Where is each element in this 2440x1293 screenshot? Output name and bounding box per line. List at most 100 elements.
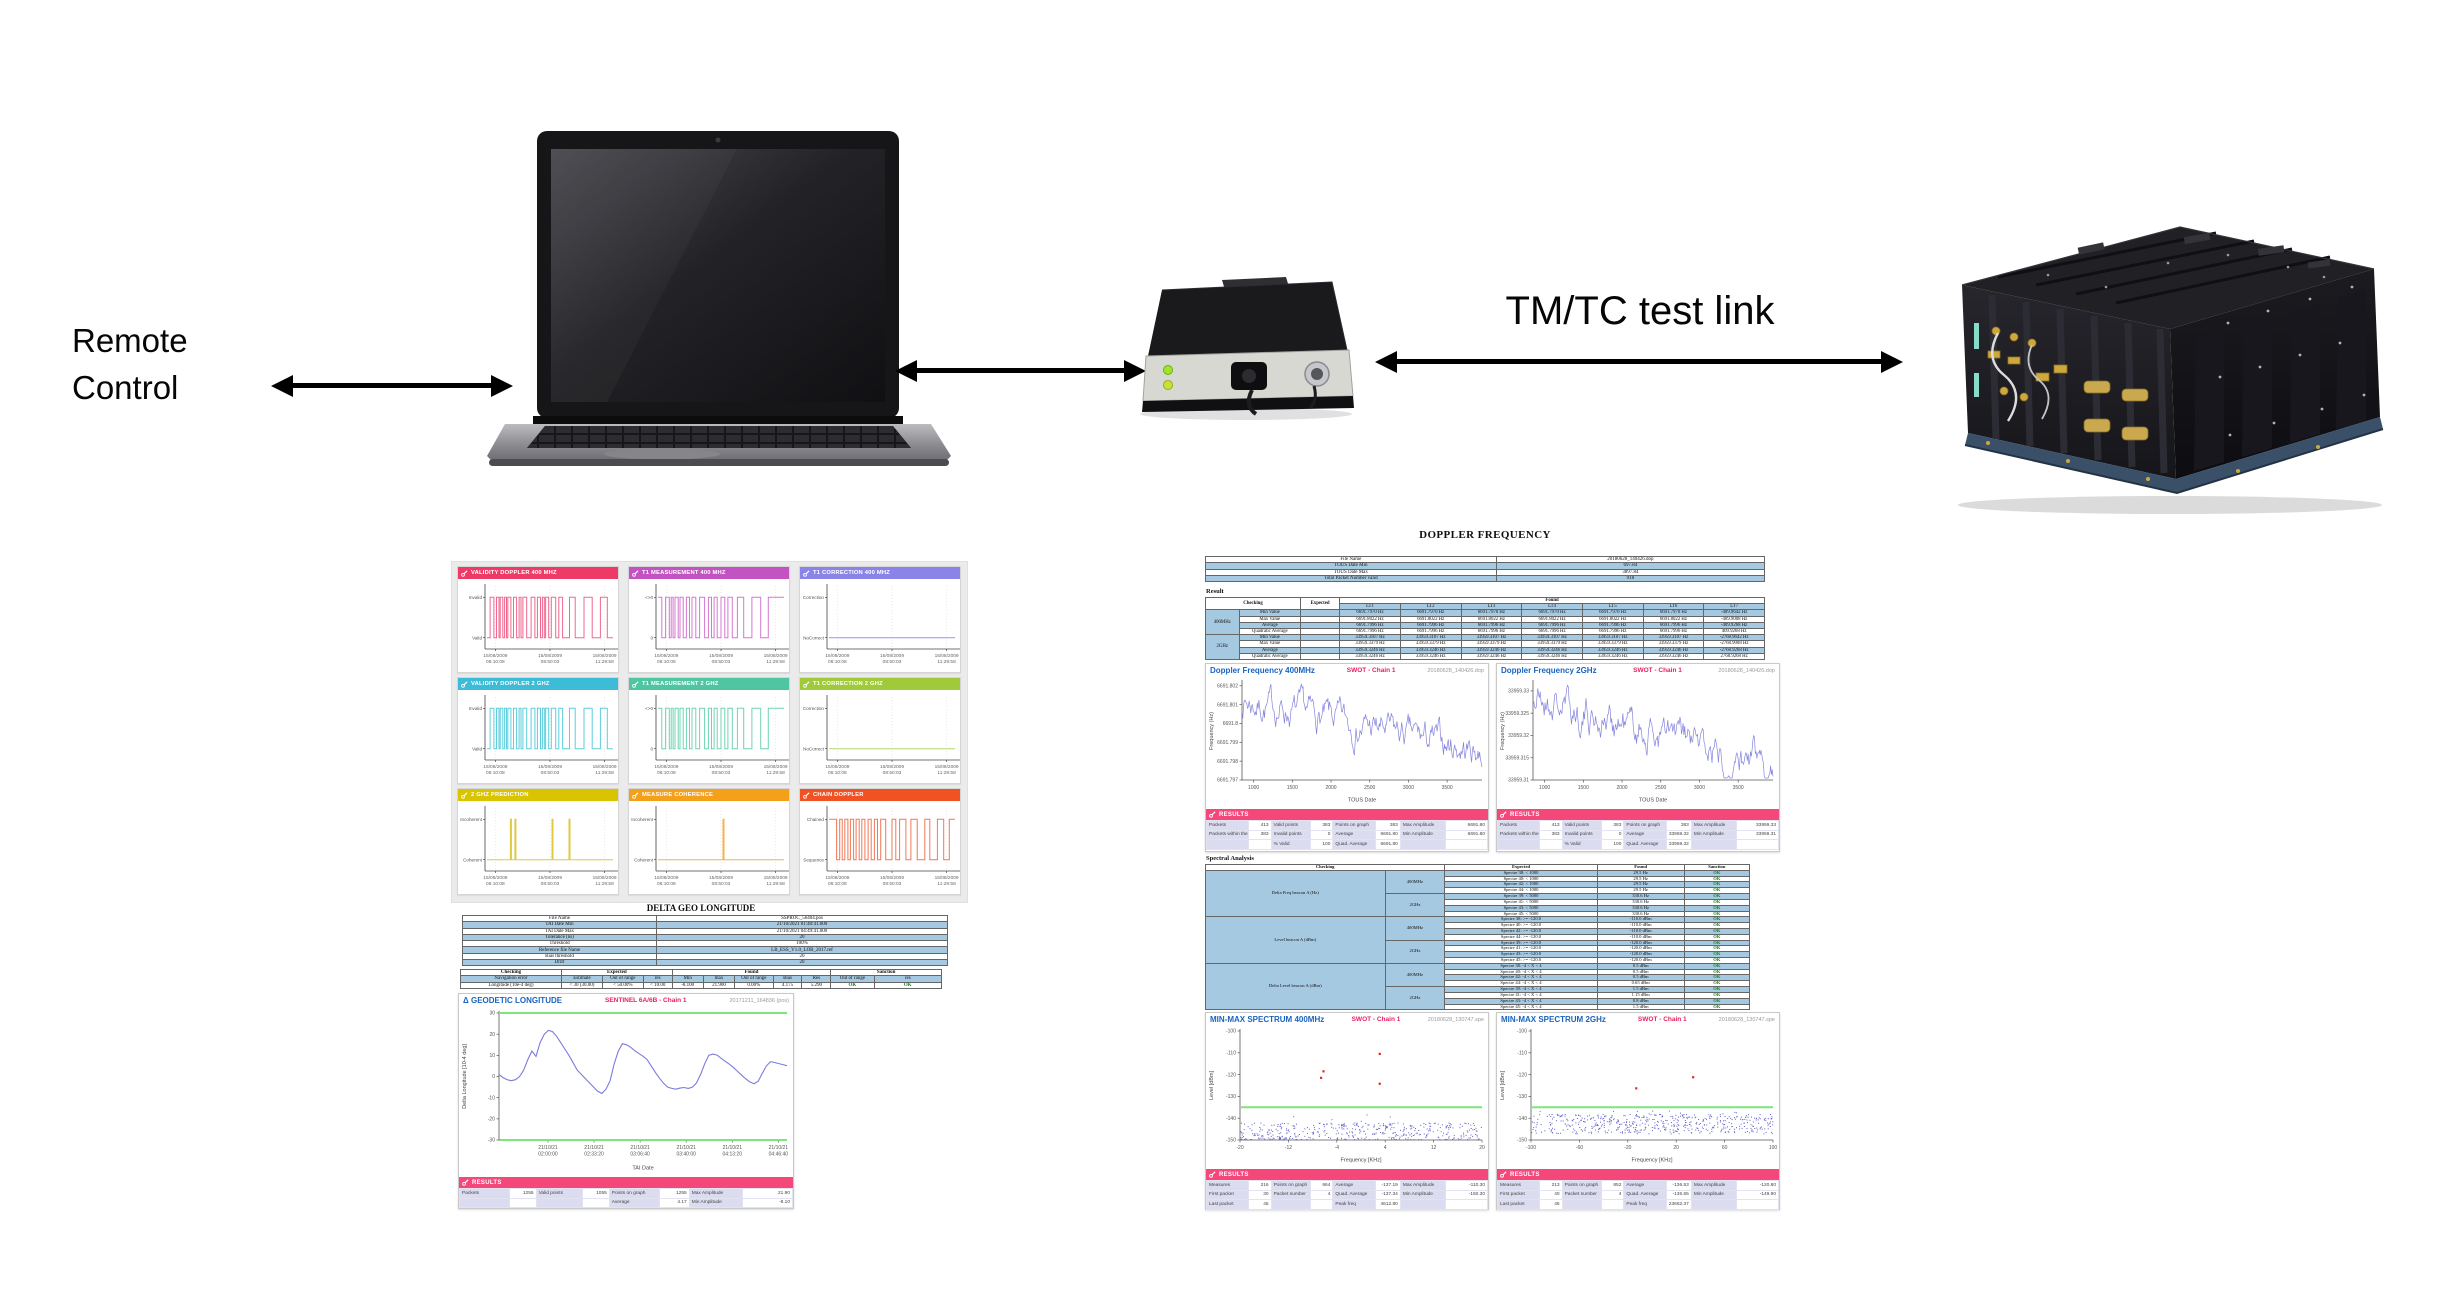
table-row: Spectre 45: -4 < X < 4 1.5 dBm OK — [1206, 1003, 1751, 1011]
svg-text:100: 100 — [1769, 1145, 1778, 1151]
panel-subtitle: SWOT - Chain 1 — [1346, 667, 1396, 674]
svg-text:02:00:00: 02:00:00 — [538, 1152, 558, 1158]
panel-header: Doppler Frequency 2GHz SWOT - Chain 1 2018… — [1497, 664, 1779, 677]
svg-text:11:29:58: 11:29:58 — [595, 659, 614, 665]
svg-text:-150: -150 — [1517, 1138, 1527, 1144]
mini-chart-plot: CorrectionNoCorrect15/08/200906:10:0815/… — [803, 584, 960, 665]
table-row: 2GHz Min Value 33959.3107 Hz 33959.3107 Hz 3… — [1205, 634, 1765, 660]
results-bar: RESULTS — [459, 1177, 793, 1188]
panel-chart: 33959.33 33959.325 33959.32 33959.315 33959.… — [1500, 680, 1774, 804]
stats-row: Packets 1255 Valid points 1055 Points on gra… — [459, 1188, 794, 1199]
tools-icon — [632, 680, 639, 688]
arrow-laptop-to-modem — [895, 359, 1146, 382]
stats-row: % Valid 100 Quad. Average 6691.80 — [1205, 839, 1489, 850]
svg-text:-20: -20 — [1236, 1145, 1243, 1151]
svg-text:15/08/2009: 15/08/2009 — [538, 764, 562, 770]
svg-text:06:10:08: 06:10:08 — [828, 770, 847, 776]
panel-title: Doppler Frequency 400MHz — [1210, 666, 1315, 675]
svg-text:Correction: Correction — [803, 706, 825, 711]
svg-text:15/08/2009: 15/08/2009 — [709, 653, 733, 659]
svg-text:11:29:58: 11:29:58 — [766, 659, 785, 665]
svg-text:-12: -12 — [1285, 1145, 1292, 1151]
mini-chart-plot: CorrectionNoCorrect15/08/200906:10:0815/… — [803, 695, 960, 776]
doppler-table: Checking Expected Found LT1 LT2 LT3 LT4 LT5 LT6 L… — [1204, 596, 1765, 660]
mini-chart-title: T1 CORRECTION 2 GHZ — [813, 681, 883, 687]
svg-text:Frequency [KHz]: Frequency [KHz] — [1341, 1158, 1382, 1164]
results-label: RESULTS — [1219, 1171, 1249, 1178]
arrowhead-right-icon — [1881, 350, 1903, 373]
svg-text:-100: -100 — [1517, 1029, 1527, 1035]
svg-text:15/08/2009: 15/08/2009 — [593, 764, 617, 770]
svg-text:0: 0 — [492, 1074, 495, 1080]
stats-row: Packets 413 Valid points 383 Points on graph… — [1496, 820, 1780, 831]
svg-text:Frequency (Hz): Frequency (Hz) — [1209, 712, 1215, 750]
mini-chart-title: VALIDITY DOPPLER 400 MHZ — [471, 570, 557, 576]
panel-header: MIN-MAX SPECTRUM 2GHz SWOT - Chain 1 20180… — [1497, 1013, 1779, 1026]
svg-text:Coherent: Coherent — [463, 857, 483, 862]
svg-text:1500: 1500 — [1287, 785, 1298, 791]
mini-chart-plot: InvalidValid15/08/200906:10:0815/08/2009… — [469, 695, 618, 776]
arrowhead-left-icon — [271, 374, 293, 397]
svg-text:06:10:08: 06:10:08 — [828, 881, 847, 887]
svg-text:0: 0 — [650, 746, 653, 751]
panel-title: MIN-MAX SPECTRUM 2GHz — [1501, 1015, 1606, 1024]
svg-text:15/08/2009: 15/08/2009 — [825, 653, 849, 659]
svg-text:6691.798: 6691.798 — [1217, 759, 1238, 765]
instrument-unit-image — [1928, 205, 2400, 530]
tools-icon — [632, 791, 639, 799]
stats-row: Packets within the LT383Invalid points0A… — [1205, 829, 1489, 840]
results-bar: RESULTS — [1497, 1169, 1779, 1180]
svg-text:15/08/2009: 15/08/2009 — [593, 875, 617, 881]
svg-text:Chained: Chained — [807, 817, 825, 822]
stats-row: Packets within the LT383Invalid points0A… — [1496, 829, 1780, 840]
stats-row: First packet 30 Packet number 4 Quad. Averag… — [1205, 1189, 1489, 1200]
table-row: 2GHz Spectre 39: -4 < X < 4 1.5 dBm OK — [1206, 986, 1751, 1011]
table-row: Total Packet Number valid 918 — [1205, 574, 1766, 583]
svg-text:-140: -140 — [1226, 1116, 1236, 1122]
svg-text:1500: 1500 — [1578, 785, 1589, 791]
svg-text:08:50:03: 08:50:03 — [883, 659, 902, 665]
svg-text:Valid: Valid — [472, 635, 482, 640]
table-row: Quadratic Average 33959.3246 Hz 33959.3246… — [1206, 652, 1765, 660]
panel-header: Δ GEODETIC LONGITUDE SENTINEL 6A/6B - Cha… — [459, 994, 793, 1007]
remote-control-line2: Control — [72, 368, 179, 406]
doppler-frequency-400mhz-panel: Doppler Frequency 400MHz SWOT - Chain 1 20… — [1205, 663, 1489, 852]
svg-text:04:13:20: 04:13:20 — [723, 1152, 743, 1158]
tools-icon — [1500, 811, 1507, 818]
results-bar: RESULTS — [1206, 1169, 1488, 1180]
svg-text:-130: -130 — [1226, 1094, 1236, 1100]
mini-chart-title: T1 CORRECTION 400 MHZ — [813, 570, 890, 576]
svg-text:TOUS Date: TOUS Date — [1639, 798, 1667, 804]
svg-text:-60: -60 — [1576, 1145, 1583, 1151]
panel-chart: -100-110-120-130-140-150-100 -60 -20 20 60 10… — [1500, 1029, 1778, 1164]
svg-text:1000: 1000 — [1539, 785, 1550, 791]
stats-row: Last packet 45 Peak freq 4612.80 — [1205, 1199, 1489, 1210]
stats-row: Last packet 46 Peak freq 23662.37 — [1496, 1199, 1780, 1210]
tools-icon — [461, 791, 468, 799]
svg-text:21/10/21: 21/10/21 — [676, 1145, 696, 1151]
svg-text:33959.315: 33959.315 — [1505, 755, 1529, 761]
svg-text:03:06:40: 03:06:40 — [630, 1152, 650, 1158]
mini-chart-panel: MEASURE COHERENCE Incoherent Coherent 15/08… — [628, 788, 790, 895]
doppler-frequency-title: DOPPLER FREQUENCY — [1419, 529, 1551, 541]
check-table: Checking Expected Found Sanction Navigation … — [460, 968, 943, 989]
tools-icon — [1209, 1171, 1216, 1178]
svg-text:21/10/21: 21/10/21 — [538, 1145, 558, 1151]
svg-text:TAI Date: TAI Date — [632, 1166, 653, 1172]
svg-text:15/08/2009: 15/08/2009 — [880, 764, 904, 770]
svg-text:06:10:08: 06:10:08 — [486, 770, 505, 776]
svg-text:Frequency [KHz]: Frequency [KHz] — [1632, 1158, 1673, 1164]
svg-text:30: 30 — [489, 1011, 495, 1017]
svg-text:11:29:58: 11:29:58 — [595, 770, 614, 776]
svg-text:Delta Longitude [10-4 deg]: Delta Longitude [10-4 deg] — [462, 1044, 468, 1109]
svg-text:Correction: Correction — [803, 595, 825, 600]
panel-filename: 20180628_140426.dop — [1718, 667, 1775, 674]
min-max-spectrum-400mhz-panel: MIN-MAX SPECTRUM 400MHz SWOT - Chain 1 201… — [1205, 1012, 1489, 1210]
svg-text:15/08/2009: 15/08/2009 — [880, 875, 904, 881]
svg-text:08:50:03: 08:50:03 — [712, 770, 731, 776]
mini-chart-title: VALIDITY DOPPLER 2 GHZ — [471, 681, 550, 687]
stats-row: Packets 413 Valid points 383 Points on graph… — [1205, 820, 1489, 831]
svg-text:06:10:08: 06:10:08 — [486, 659, 505, 665]
svg-text:06:10:08: 06:10:08 — [657, 659, 676, 665]
svg-text:08:50:03: 08:50:03 — [883, 881, 902, 887]
